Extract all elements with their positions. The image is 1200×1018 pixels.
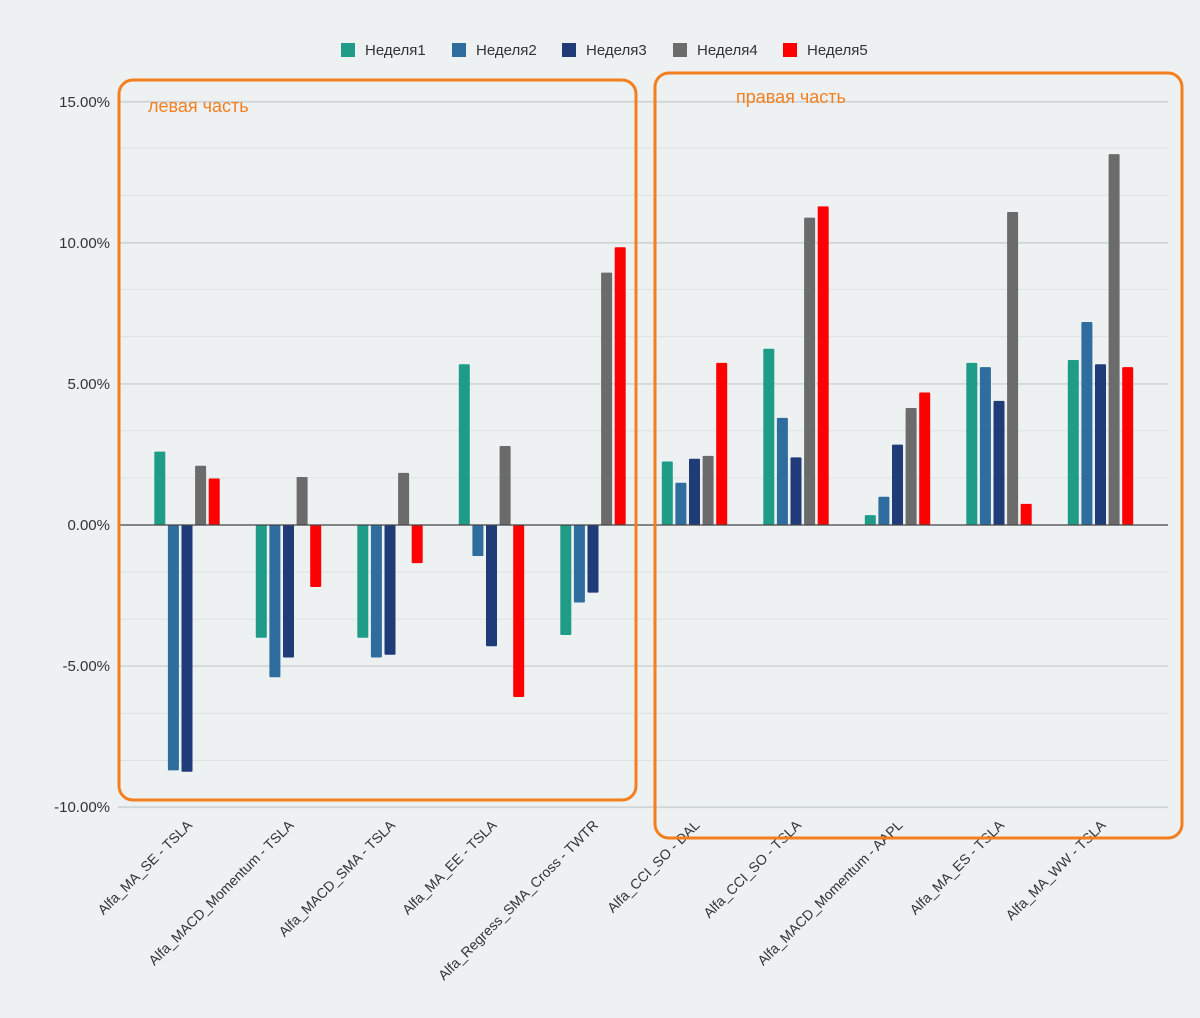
bar-Неделя3-1[interactable] xyxy=(283,525,294,658)
y-tick-label: 5.00% xyxy=(67,376,110,393)
bar-Неделя4-9[interactable] xyxy=(1108,154,1120,526)
x-tick-label: Alfa_MA_SE - TSLA xyxy=(94,816,195,917)
bar-Неделя5-3[interactable] xyxy=(513,525,525,698)
bar-Неделя1-5[interactable] xyxy=(661,461,673,525)
x-tick-label: Alfa_MA_WW - TSLA xyxy=(1002,816,1109,923)
y-tick-label: 10.00% xyxy=(59,235,110,252)
bar-Неделя2-0[interactable] xyxy=(167,525,179,771)
y-tick-label: 15.00% xyxy=(59,94,110,111)
bar-Неделя3-6[interactable] xyxy=(790,457,802,525)
bar-Неделя3-5[interactable] xyxy=(689,458,700,525)
legend-label: Неделя3 xyxy=(586,42,647,59)
annotation-label: левая часть xyxy=(148,96,249,116)
bar-Неделя1-7[interactable] xyxy=(864,515,876,525)
bar-Неделя1-9[interactable] xyxy=(1067,360,1079,525)
annotation-label: правая часть xyxy=(736,87,846,107)
legend-swatch xyxy=(783,43,797,57)
bar-Неделя4-6[interactable] xyxy=(804,217,816,525)
bar-Неделя4-2[interactable] xyxy=(398,472,410,525)
bar-Неделя1-2[interactable] xyxy=(357,525,369,638)
bar-Неделя3-7[interactable] xyxy=(892,444,903,525)
bar-Неделя1-0[interactable] xyxy=(154,451,166,525)
bar-Неделя2-1[interactable] xyxy=(269,525,281,678)
legend-item-Неделя4[interactable]: Неделя4 xyxy=(673,42,758,59)
bar-Неделя2-9[interactable] xyxy=(1081,321,1093,525)
x-tick-label: Alfa_Regress_SMA_Cross - TWTR xyxy=(435,817,601,983)
legend-item-Неделя1[interactable]: Неделя1 xyxy=(341,42,426,59)
legend-swatch xyxy=(562,43,576,57)
bar-Неделя4-5[interactable] xyxy=(702,455,714,525)
bar-Неделя4-3[interactable] xyxy=(499,446,511,525)
bar-Неделя2-8[interactable] xyxy=(979,367,991,525)
x-tick-label: Alfa_MA_ES - TSLA xyxy=(906,816,1007,917)
x-tick-label: Alfa_CCI_SO - DAL xyxy=(604,817,703,916)
bars xyxy=(154,154,1134,772)
bar-Неделя5-6[interactable] xyxy=(817,206,829,525)
legend-label: Неделя4 xyxy=(697,42,758,59)
bar-Неделя4-1[interactable] xyxy=(296,477,308,525)
bar-Неделя4-8[interactable] xyxy=(1007,211,1019,526)
annotation-box xyxy=(653,71,1184,840)
legend-label: Неделя1 xyxy=(365,42,426,59)
bar-Неделя3-4[interactable] xyxy=(587,525,599,593)
bar-Неделя4-4[interactable] xyxy=(601,272,613,525)
y-axis-ticks: 15.00% 10.00% 5.00% 0.00% -5.00% -10.00% xyxy=(54,94,110,816)
bar-Неделя5-2[interactable] xyxy=(411,525,423,564)
bar-Неделя3-0[interactable] xyxy=(181,525,193,772)
bar-Неделя1-8[interactable] xyxy=(966,362,978,525)
bar-Неделя2-4[interactable] xyxy=(573,525,585,603)
bar-Неделя5-4[interactable] xyxy=(614,247,626,526)
bar-Неделя5-5[interactable] xyxy=(716,362,728,525)
bar-Неделя2-5[interactable] xyxy=(675,482,687,525)
x-tick-label: Alfa_CCI_SO - TSLA xyxy=(700,816,805,921)
bar-Неделя3-8[interactable] xyxy=(993,400,1005,525)
legend-item-Неделя2[interactable]: Неделя2 xyxy=(452,42,537,59)
bar-Неделя5-8[interactable] xyxy=(1020,503,1032,525)
bar-Неделя1-6[interactable] xyxy=(763,348,775,525)
bar-Неделя2-3[interactable] xyxy=(472,525,484,557)
bar-Неделя3-3[interactable] xyxy=(486,525,497,647)
bar-Неделя3-9[interactable] xyxy=(1095,364,1106,525)
bar-Неделя2-2[interactable] xyxy=(370,525,382,658)
bar-Неделя5-0[interactable] xyxy=(208,478,220,525)
bar-Неделя1-3[interactable] xyxy=(458,364,470,525)
legend-item-Неделя5[interactable]: Неделя5 xyxy=(783,42,868,59)
bar-Неделя1-1[interactable] xyxy=(255,525,267,638)
bar-Неделя5-9[interactable] xyxy=(1122,367,1134,525)
bar-Неделя3-2[interactable] xyxy=(384,525,396,655)
x-tick-label: Alfa_MA_EE - TSLA xyxy=(399,816,500,917)
x-tick-label: Alfa_MACD_SMA - TSLA xyxy=(275,816,398,939)
bar-Неделя4-7[interactable] xyxy=(905,407,917,525)
bar-Неделя4-0[interactable] xyxy=(195,465,207,525)
annotations: левая часть правая часть xyxy=(117,71,1184,840)
legend-swatch xyxy=(452,43,466,57)
annotation-box xyxy=(117,78,638,802)
bar-Неделя2-6[interactable] xyxy=(776,417,788,525)
y-tick-label: -10.00% xyxy=(54,799,110,816)
legend-swatch xyxy=(341,43,355,57)
y-tick-label: -5.00% xyxy=(62,658,110,675)
legend-item-Неделя3[interactable]: Неделя3 xyxy=(562,42,647,59)
bar-Неделя1-4[interactable] xyxy=(560,525,572,635)
y-tick-label: 0.00% xyxy=(67,517,110,534)
legend: Неделя1 Неделя2 Неделя3 Неделя4 Неделя5 xyxy=(341,42,868,59)
bar-Неделя5-1[interactable] xyxy=(310,525,322,588)
legend-swatch xyxy=(673,43,687,57)
bar-Неделя5-7[interactable] xyxy=(919,392,931,525)
bar-Неделя2-7[interactable] xyxy=(878,496,890,525)
legend-label: Неделя5 xyxy=(807,42,868,59)
legend-label: Неделя2 xyxy=(476,42,537,59)
